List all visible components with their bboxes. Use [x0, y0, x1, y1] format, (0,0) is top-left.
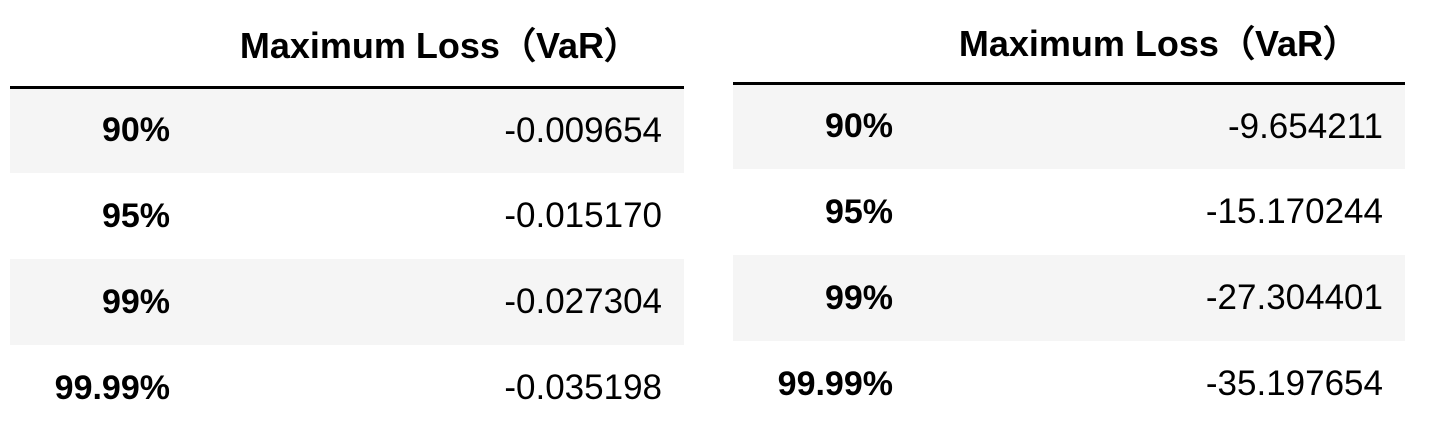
row-value: -9.654211	[1227, 106, 1383, 146]
row-label: 99.99%	[777, 364, 893, 403]
table-row: 90% -9.654211	[733, 83, 1405, 169]
table-row: 95% -15.170244	[733, 169, 1405, 255]
column-header-maximum-loss: Maximum Loss（VaR）	[893, 0, 1405, 85]
row-value: -0.035198	[504, 368, 662, 407]
row-value: -0.009654	[504, 110, 662, 150]
row-label: 95%	[101, 196, 170, 235]
column-header-maximum-loss: Maximum Loss（VaR）	[170, 0, 684, 89]
row-value: -35.197654	[1205, 364, 1383, 403]
table-row: 99% -0.027304	[10, 259, 684, 345]
row-value: -0.015170	[504, 196, 662, 235]
table-row: 99.99% -35.197654	[733, 341, 1405, 427]
row-value: -15.170244	[1205, 192, 1383, 231]
table-row: 99.99% -0.035198	[10, 345, 684, 431]
row-label: 90%	[824, 107, 893, 146]
row-label: 99%	[824, 278, 893, 317]
row-label: 95%	[824, 192, 893, 231]
row-label: 90%	[101, 111, 170, 150]
row-value: -27.304401	[1205, 278, 1383, 317]
table-row: 99% -27.304401	[733, 255, 1405, 341]
table-row: 95% -0.015170	[10, 173, 684, 259]
row-value: -0.027304	[504, 282, 662, 321]
index-header	[10, 0, 170, 89]
row-label: 99%	[101, 282, 170, 321]
var-table-right: Maximum Loss（VaR） 90% -9.654211 95% -15.…	[733, 0, 1405, 427]
table-header-row: Maximum Loss（VaR）	[733, 0, 1405, 85]
table-header-row: Maximum Loss（VaR）	[10, 0, 684, 89]
table-row: 90% -0.009654	[10, 87, 684, 173]
index-header	[733, 0, 893, 85]
row-label: 99.99%	[54, 368, 170, 407]
var-table-left: Maximum Loss（VaR） 90% -0.009654 95% -0.0…	[10, 0, 684, 431]
